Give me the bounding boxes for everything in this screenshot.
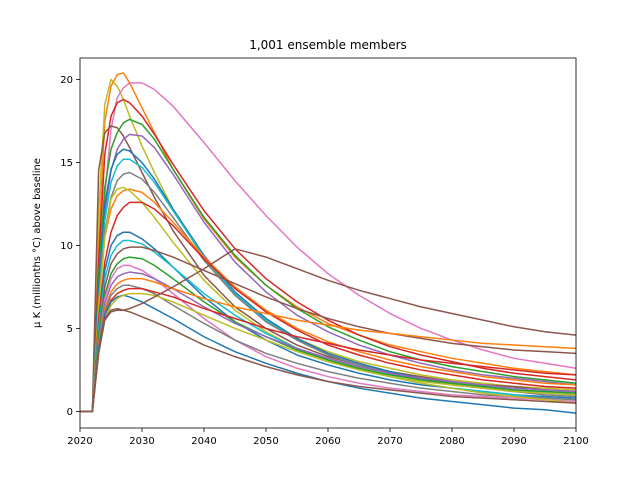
y-tick-label: 20 [60, 75, 73, 86]
series-line-4 [80, 98, 576, 413]
x-tick-label: 2030 [129, 436, 154, 447]
x-tick-label: 2100 [563, 436, 588, 447]
series-line-20 [80, 277, 576, 413]
series-line-6 [80, 118, 576, 413]
series-line-23 [80, 294, 576, 414]
series-line-3 [80, 82, 576, 413]
x-tick-label: 2090 [501, 436, 526, 447]
y-axis: 0 5 10 15 20 [60, 75, 80, 418]
x-tick-label: 2050 [253, 436, 278, 447]
series-line-13 [80, 201, 576, 413]
y-tick-label: 5 [67, 324, 73, 335]
x-tick-label: 2020 [67, 436, 92, 447]
y-tick-label: 10 [60, 241, 73, 252]
series-line-26 [80, 248, 576, 413]
series-line-24 [80, 292, 576, 413]
series-line-21 [80, 284, 576, 413]
series-line-16 [80, 246, 576, 413]
series-line-17 [80, 256, 576, 413]
x-axis: 2020 2030 2040 2050 2060 2070 2080 2090 2100 [67, 428, 589, 447]
series-line-11 [80, 188, 576, 413]
x-tick-label: 2070 [377, 436, 402, 447]
x-tick-label: 2060 [315, 436, 340, 447]
chart-title: 1,001 ensemble members [249, 38, 407, 52]
y-tick-label: 0 [67, 407, 73, 418]
y-axis-label: μ K (millionths °C) above baseline [32, 158, 43, 328]
series-line-19 [80, 271, 576, 413]
series-line-18 [80, 264, 576, 413]
y-tick-label: 15 [60, 158, 73, 169]
series-line-25 [80, 307, 576, 413]
series-line-1 [80, 72, 576, 413]
x-tick-label: 2040 [191, 436, 216, 447]
plot-frame [79, 57, 577, 429]
series-line-12 [80, 186, 576, 413]
series-layer [80, 72, 576, 414]
x-tick-label: 2080 [439, 436, 464, 447]
